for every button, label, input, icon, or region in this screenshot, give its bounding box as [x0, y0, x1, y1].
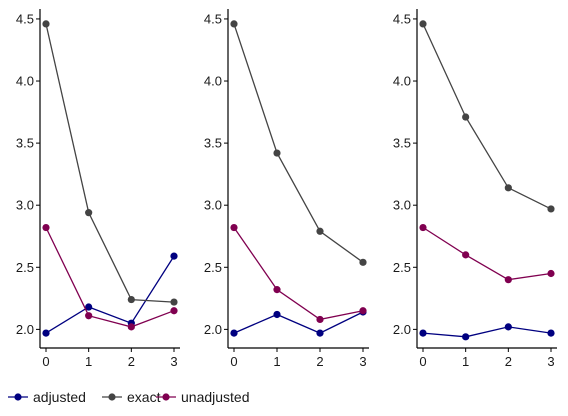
x-tick-label: 1 [85, 354, 92, 369]
data-point [85, 312, 93, 320]
series-unadjusted [230, 223, 367, 324]
series-line-unadjusted [233, 227, 364, 321]
data-point [462, 251, 470, 259]
series-line-exact [233, 23, 364, 263]
series-exact [230, 20, 367, 266]
data-point [462, 113, 470, 121]
y-tick-label: 3.0 [16, 198, 34, 213]
data-point [230, 20, 238, 28]
series-adjusted [42, 252, 178, 337]
y-tick-label: 2.5 [16, 260, 34, 275]
data-point [419, 223, 427, 232]
panel-2: 2.0 2.5 3.0 3.5 4.0 4.5 0 1 2 3 [204, 9, 369, 369]
data-point [127, 295, 135, 304]
series-adjusted [230, 308, 367, 337]
data-point [230, 223, 238, 232]
series-unadjusted [419, 223, 555, 284]
data-point [316, 329, 324, 337]
legend-item-exact: exact [102, 389, 161, 405]
legend-label: unadjusted [181, 389, 250, 405]
y-tick-label: 2.5 [393, 260, 411, 275]
series-exact [42, 20, 178, 306]
x-tick-label: 0 [419, 354, 426, 369]
x-tick-label: 2 [505, 354, 512, 369]
data-point [547, 205, 555, 213]
series-unadjusted [42, 223, 178, 331]
x-tick-label: 3 [547, 354, 554, 369]
data-point [419, 20, 427, 28]
y-tick-label: 4.0 [393, 74, 411, 89]
series-line-unadjusted [45, 227, 175, 328]
data-point [170, 252, 178, 260]
data-point [359, 307, 367, 315]
x-tick-label: 3 [359, 354, 366, 369]
y-tick-label: 2.0 [393, 322, 411, 337]
data-point [127, 323, 135, 331]
data-point [359, 258, 367, 266]
series-line-adjusted [233, 311, 364, 334]
legend-item-adjusted: adjusted [8, 389, 86, 405]
y-tick-label: 2.0 [204, 322, 222, 337]
data-point [462, 333, 470, 341]
y-tick-label: 4.5 [393, 11, 411, 26]
data-point [42, 329, 50, 337]
data-point [170, 307, 178, 315]
x-tick-label: 2 [316, 354, 323, 369]
legend-label: adjusted [33, 389, 86, 405]
legend: adjusted exact unadjusted [8, 389, 250, 405]
series-line-adjusted [45, 255, 175, 334]
legend-item-unadjusted: unadjusted [156, 389, 250, 405]
x-tick-label: 2 [128, 354, 135, 369]
data-point [547, 329, 555, 337]
y-tick-label: 3.0 [204, 198, 222, 213]
legend-label: exact [127, 389, 161, 405]
series-line-exact [422, 23, 552, 210]
series-adjusted [419, 323, 555, 341]
series-line-exact [45, 23, 175, 303]
x-tick-label: 1 [273, 354, 280, 369]
series-line-unadjusted [422, 226, 552, 281]
y-tick-label: 2.0 [16, 322, 34, 337]
data-point [273, 286, 281, 294]
y-tick-label: 3.0 [393, 198, 411, 213]
data-point [504, 184, 512, 192]
y-tick-label: 4.5 [204, 11, 222, 26]
series-exact [419, 20, 555, 213]
x-tick-label: 3 [170, 354, 177, 369]
data-point [547, 269, 555, 278]
panel-1: 2.0 2.5 3.0 3.5 4.0 4.5 0 1 2 3 [16, 9, 180, 369]
data-point [230, 329, 238, 337]
data-point [273, 149, 281, 157]
panel-3: 2.0 2.5 3.0 3.5 4.0 4.5 0 1 2 3 [393, 9, 557, 369]
x-tick-label: 0 [42, 354, 49, 369]
y-tick-label: 2.5 [204, 260, 222, 275]
y-tick-label: 4.0 [204, 74, 222, 89]
data-point [504, 276, 512, 284]
data-point [85, 209, 93, 217]
data-point [316, 227, 324, 235]
y-tick-label: 4.5 [16, 11, 34, 26]
y-tick-label: 4.0 [16, 74, 34, 89]
data-point [42, 20, 50, 28]
legend-marker [162, 393, 170, 401]
data-point [419, 329, 427, 337]
data-point [170, 298, 178, 306]
y-tick-label: 3.5 [204, 136, 222, 151]
x-tick-label: 1 [462, 354, 469, 369]
x-tick-label: 0 [230, 354, 237, 369]
y-tick-label: 3.5 [16, 136, 34, 151]
data-point [42, 223, 50, 232]
y-tick-label: 3.5 [393, 136, 411, 151]
data-point [316, 315, 324, 324]
data-point [273, 310, 281, 319]
series-line-adjusted [422, 326, 552, 338]
legend-marker [14, 393, 22, 401]
data-point [504, 323, 512, 331]
legend-marker [108, 393, 116, 401]
data-point [85, 303, 93, 311]
